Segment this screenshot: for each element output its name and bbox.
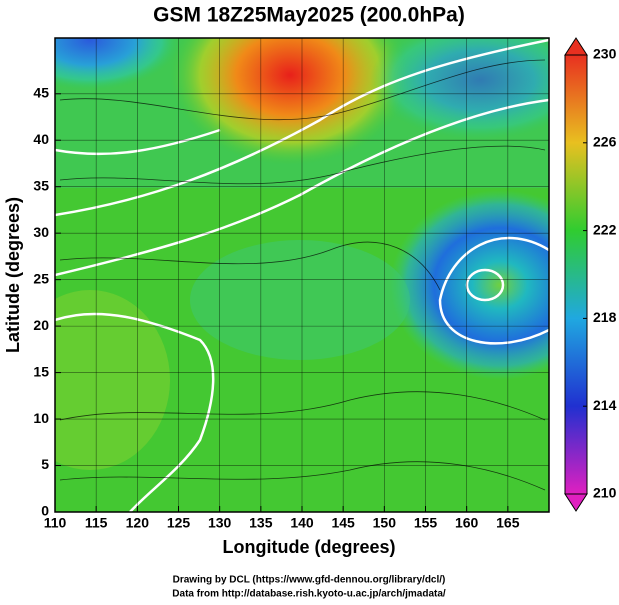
x-tick-label: 155 [414, 515, 438, 531]
x-tick-label: 115 [85, 515, 108, 531]
colorbar-tick-label: 218 [593, 309, 617, 325]
y-tick-label: 30 [33, 224, 49, 240]
colorbar-tick-label: 222 [593, 221, 617, 237]
y-tick-label: 5 [41, 456, 49, 472]
y-axis-label: Latitude (degrees) [3, 197, 23, 353]
x-tick-label: 110 [44, 515, 67, 531]
footer-line: Data from http://database.rish.kyoto-u.a… [172, 589, 446, 600]
colorbar-tick-label: 226 [593, 134, 617, 150]
y-tick-label: 15 [33, 363, 49, 379]
colorbar [564, 54, 588, 495]
x-tick-label: 165 [496, 515, 520, 531]
x-tick-label: 150 [373, 515, 397, 531]
colorbar-min-arrow [564, 493, 588, 512]
x-axis-label: Longitude (degrees) [222, 537, 395, 557]
x-tick-label: 120 [126, 515, 150, 531]
x-tick-label: 145 [331, 515, 355, 531]
x-tick-label: 125 [167, 515, 191, 531]
footer-line: Drawing by DCL (https://www.gfd-dennou.o… [173, 575, 446, 586]
x-tick-label: 160 [455, 515, 479, 531]
colorbar-max-arrow [564, 37, 588, 56]
title: GSM 18Z25May2025 (200.0hPa) [153, 4, 465, 27]
colorbar-tick-label: 210 [593, 485, 617, 501]
y-tick-label: 25 [33, 270, 49, 286]
field [55, 38, 549, 512]
colorbar-tick-label: 214 [593, 397, 617, 413]
y-tick-label: 35 [33, 177, 49, 193]
y-tick-label: 10 [33, 410, 49, 426]
y-tick-label: 0 [41, 503, 49, 519]
y-tick-label: 20 [33, 317, 49, 333]
x-tick-label: 135 [249, 515, 273, 531]
x-tick-label: 130 [208, 515, 232, 531]
colorbar-tick-label: 230 [593, 46, 617, 62]
y-tick-label: 45 [33, 84, 49, 100]
x-tick-label: 140 [290, 515, 314, 531]
y-tick-label: 40 [33, 131, 49, 147]
